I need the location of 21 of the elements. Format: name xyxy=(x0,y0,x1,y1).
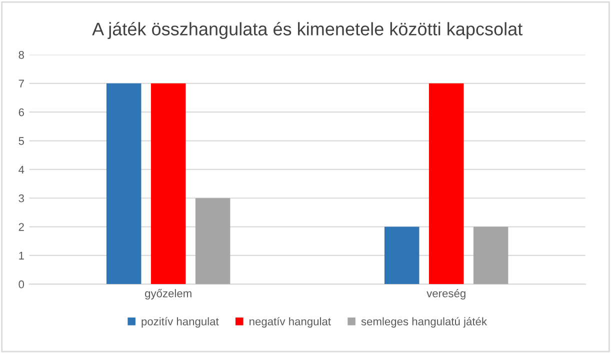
y-tick-label: 7 xyxy=(18,80,24,88)
bar xyxy=(428,83,464,284)
y-tick-label: 0 xyxy=(18,280,24,288)
y-tick-label: 2 xyxy=(18,223,24,231)
y-tick-label: 6 xyxy=(18,108,24,116)
legend-label: negatív hangulat xyxy=(250,317,331,328)
x-tick-label: vereség xyxy=(426,289,466,300)
legend-label: semleges hangulatú játék xyxy=(361,317,488,328)
y-tick-label: 8 xyxy=(18,50,24,59)
x-tick-label: győzelem xyxy=(145,289,192,300)
y-tick-label: 5 xyxy=(18,137,24,145)
bar xyxy=(195,198,230,284)
bar xyxy=(384,226,420,284)
bar xyxy=(473,226,508,284)
bar xyxy=(106,83,142,284)
y-tick-label: 1 xyxy=(19,252,24,260)
y-tick-label: 4 xyxy=(18,166,24,174)
legend-label: pozitív hangulat xyxy=(142,317,219,328)
bar xyxy=(150,83,186,284)
chart-title: A játék összhangulata és kimenetele közötti kapcsolat xyxy=(92,22,522,40)
y-tick-label: 3 xyxy=(18,194,24,202)
